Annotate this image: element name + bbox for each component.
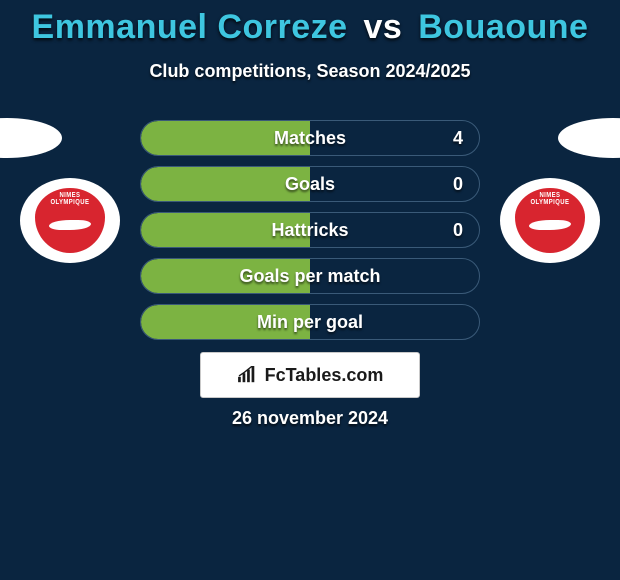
vs-separator: vs	[363, 8, 402, 46]
player1-name: Emmanuel Correze	[32, 8, 348, 46]
club-name-line2: OLYMPIQUE	[51, 199, 90, 206]
club-name-line1: NIMES	[60, 192, 81, 199]
subtitle: Club competitions, Season 2024/2025	[0, 61, 620, 82]
page-title: Emmanuel Correze vs Bouaoune	[0, 0, 620, 47]
club-name-line2: OLYMPIQUE	[531, 199, 570, 206]
bar-label: Min per goal	[257, 312, 363, 333]
brand-name: FcTables.com	[265, 365, 384, 386]
player-silhouette-right	[558, 118, 620, 158]
bar-value: 0	[453, 174, 463, 195]
bar-label: Matches	[274, 128, 346, 149]
club-badge-left: NIMES OLYMPIQUE	[20, 178, 120, 263]
bar-value: 0	[453, 220, 463, 241]
stat-bars: Matches 4 Goals 0 Hattricks 0 Goals per …	[140, 120, 480, 350]
crocodile-icon	[529, 220, 571, 230]
bar-chart-icon	[237, 366, 259, 384]
player-silhouette-left	[0, 118, 62, 158]
date-text: 26 november 2024	[0, 408, 620, 429]
club-badge-right: NIMES OLYMPIQUE	[500, 178, 600, 263]
club-name-line1: NIMES	[540, 192, 561, 199]
bar-label: Goals per match	[239, 266, 380, 287]
bar-matches: Matches 4	[140, 120, 480, 156]
bar-value: 4	[453, 128, 463, 149]
bar-label: Goals	[285, 174, 335, 195]
bar-goals: Goals 0	[140, 166, 480, 202]
footer-attribution: FcTables.com	[200, 352, 420, 398]
player2-name: Bouaoune	[418, 8, 588, 46]
bar-min-per-goal: Min per goal	[140, 304, 480, 340]
bar-goals-per-match: Goals per match	[140, 258, 480, 294]
bar-hattricks: Hattricks 0	[140, 212, 480, 248]
bar-label: Hattricks	[271, 220, 348, 241]
crocodile-icon	[49, 220, 91, 230]
